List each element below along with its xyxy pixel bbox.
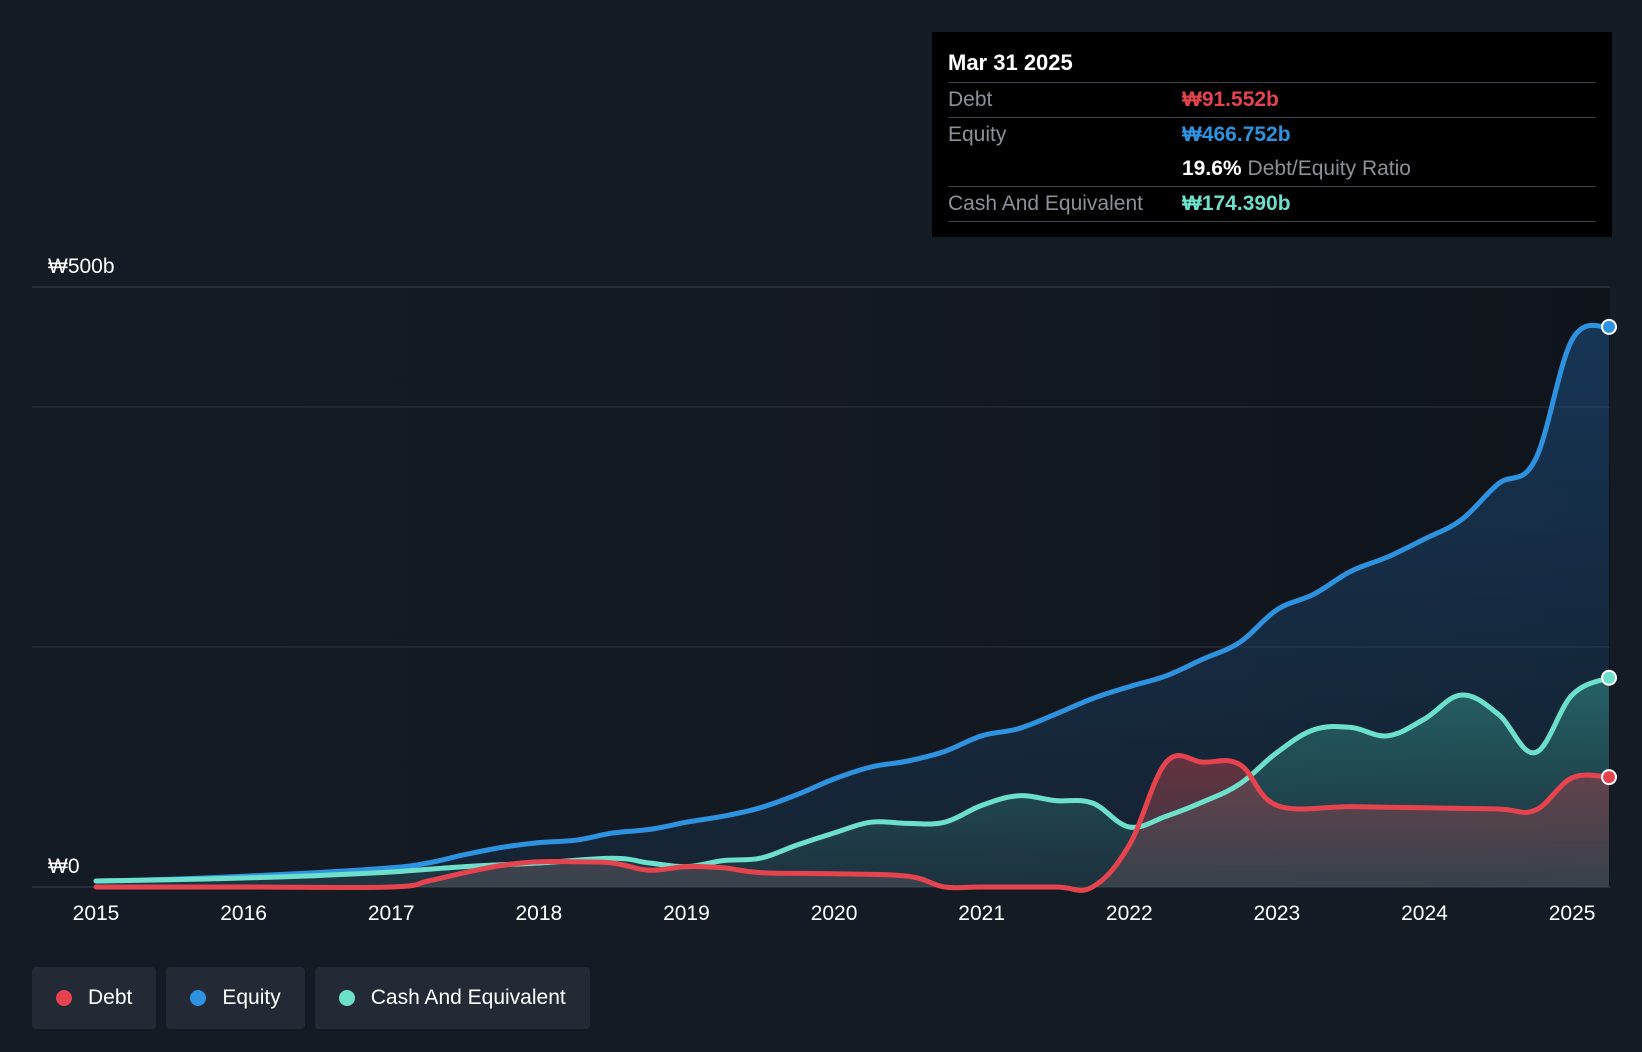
tooltip-date: Mar 31 2025 bbox=[948, 50, 1073, 75]
line-layer bbox=[93, 322, 1612, 893]
tooltip-debt-label: Debt bbox=[948, 88, 993, 111]
tooltip-ratio-label: Debt/Equity Ratio bbox=[1247, 157, 1411, 180]
tooltip-equity-row: Equity ₩466.752b bbox=[948, 117, 1596, 152]
cash-and-equivalent-end-marker bbox=[1601, 669, 1617, 686]
tooltip-ratio-row: 19.6% Debt/Equity Ratio bbox=[948, 152, 1596, 186]
x-tick-label: 2025 bbox=[1549, 902, 1596, 925]
cash-and-equivalent-line bbox=[93, 675, 1612, 884]
x-tick-label: 2017 bbox=[368, 902, 415, 925]
legend-item-debt[interactable]: Debt bbox=[32, 967, 157, 1029]
cash-dot-icon bbox=[338, 990, 355, 1006]
x-tick-label: 2016 bbox=[220, 902, 267, 925]
tooltip-ratio-value: 19.6% bbox=[1182, 157, 1242, 180]
legend-item-cash[interactable]: Cash And Equivalent bbox=[314, 967, 590, 1029]
legend: Debt Equity Cash And Equivalent bbox=[32, 967, 590, 1029]
legend-label-equity: Equity bbox=[222, 986, 281, 1009]
equity-area bbox=[96, 325, 1609, 888]
legend-label-cash: Cash And Equivalent bbox=[370, 986, 566, 1009]
tooltip-debt-row: Debt ₩91.552b bbox=[948, 82, 1596, 117]
debt-dot-icon bbox=[56, 990, 72, 1006]
tooltip-cash-row: Cash And Equivalent ₩174.390b bbox=[948, 186, 1596, 222]
legend-label-debt: Debt bbox=[88, 986, 133, 1009]
legend-item-equity[interactable]: Equity bbox=[166, 967, 305, 1029]
marker-layer bbox=[1601, 318, 1617, 786]
x-tick-label: 2023 bbox=[1254, 902, 1301, 925]
x-tick-label: 2019 bbox=[663, 902, 710, 925]
tooltip-debt-value: ₩91.552b bbox=[1182, 88, 1279, 111]
debt-end-marker bbox=[1601, 769, 1617, 786]
y-tick-label: ₩500b bbox=[48, 255, 115, 278]
debt-line bbox=[93, 753, 1612, 893]
tooltip-equity-value: ₩466.752b bbox=[1182, 123, 1291, 146]
equity-end-marker bbox=[1601, 318, 1617, 335]
equity-dot-icon bbox=[190, 990, 207, 1006]
y-tick-label: ₩0 bbox=[48, 855, 80, 878]
x-tick-label: 2022 bbox=[1106, 902, 1153, 925]
x-tick-label: 2020 bbox=[811, 902, 858, 925]
tooltip-cash-label: Cash And Equivalent bbox=[948, 192, 1143, 215]
tooltip-equity-label: Equity bbox=[948, 123, 1007, 146]
tooltip-panel: Mar 31 2025 Debt ₩91.552b Equity ₩466.75… bbox=[932, 32, 1612, 237]
x-tick-label: 2024 bbox=[1401, 902, 1448, 925]
tooltip-cash-value: ₩174.390b bbox=[1182, 192, 1291, 215]
x-tick-label: 2015 bbox=[73, 902, 120, 925]
x-tick-label: 2021 bbox=[958, 902, 1005, 925]
x-tick-label: 2018 bbox=[515, 902, 562, 925]
equity-line bbox=[93, 322, 1612, 884]
axis-layer: ₩500b ₩0 2015 2016 2017 2018 2019 2020 2021 2022 2… bbox=[48, 255, 1595, 925]
